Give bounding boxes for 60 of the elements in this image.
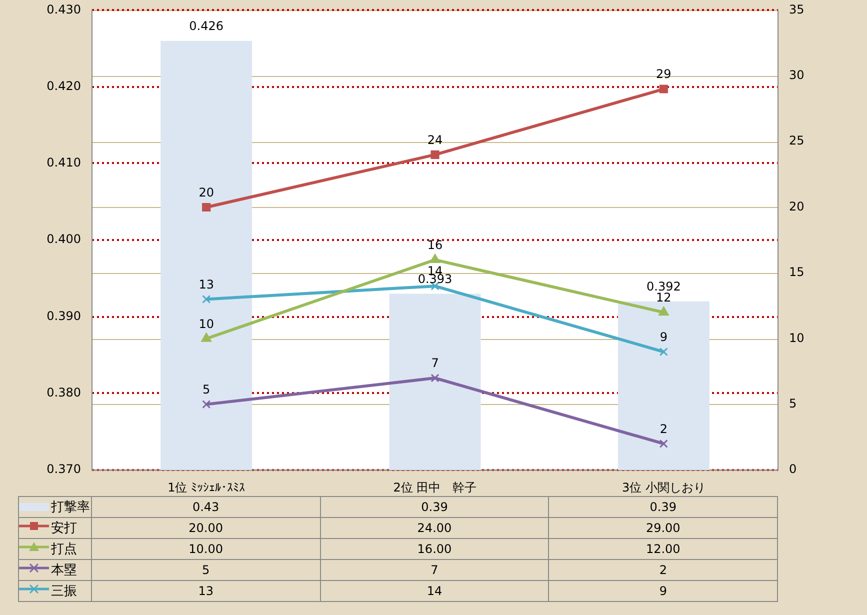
point (430, 150, 440, 159)
point (659, 84, 668, 94)
point (430, 254, 440, 264)
y-tick-label: 0.370 (46, 462, 81, 476)
data-label: 16 (427, 238, 443, 252)
text: 0.43 (92, 496, 320, 518)
annotation: 7 (431, 356, 439, 370)
data-label: 9 (548, 580, 778, 602)
y2-tick-label: 0 (789, 462, 797, 476)
data-label: 7 (320, 560, 549, 580)
text: 29.00 (548, 518, 778, 538)
text: 20.00 (92, 518, 320, 538)
data-label: 29 (656, 67, 672, 82)
text: 12.00 (548, 538, 778, 560)
x-tick-label: 3位 小関しおり (622, 480, 706, 494)
legend-label: 三振 (18, 580, 92, 602)
y-tick-label: 0.400 (46, 232, 81, 246)
text: 16.00 (320, 538, 549, 560)
point (430, 374, 440, 382)
data-label: 10 (198, 316, 214, 331)
point (202, 400, 211, 409)
text: 0.39 (320, 496, 549, 518)
data-label: 24 (427, 132, 443, 147)
point (201, 332, 212, 342)
y2-tick-label: 25 (789, 134, 804, 148)
point (659, 347, 668, 356)
data-label: 0.426 (189, 18, 224, 33)
annotation: 9 (660, 330, 668, 344)
legend-label: 打点 (18, 538, 92, 560)
y-tick-label: 0.420 (46, 78, 81, 93)
y-tick-label: 0.430 (46, 2, 81, 16)
y-tick-label: 0.390 (46, 308, 81, 323)
y2-tick-label: 30 (789, 68, 804, 82)
text: 0.39 (548, 496, 778, 518)
point (202, 294, 211, 304)
point (659, 439, 668, 448)
y2-tick-label: 10 (789, 330, 804, 345)
data-label: 2 (548, 560, 778, 580)
y2-tick-label: 35 (789, 2, 804, 16)
data-label: 5 (92, 560, 320, 580)
x-tick-label: 2位 田中 幹子 (393, 480, 477, 494)
annotation: 2 (660, 422, 668, 436)
x-tick-label: 1位 ﾐｯｼｪﾙ･ｽﾐｽ (168, 480, 246, 494)
text: 24.00 (320, 518, 549, 538)
data-label: 14 (320, 580, 549, 602)
text: 10.00 (92, 538, 320, 560)
legend-label: 安打 (18, 518, 92, 538)
data-label: 13 (92, 580, 320, 602)
legend-label: 本塁 (18, 560, 92, 580)
y-tick-label: 0.410 (46, 156, 81, 170)
y-tick-label: 0.380 (46, 385, 81, 400)
annotation: 5 (202, 382, 210, 396)
y2-tick-label: 15 (789, 265, 804, 280)
annotation: 13 (198, 277, 214, 292)
point (658, 306, 669, 316)
point (202, 202, 211, 212)
y2-tick-label: 20 (789, 199, 804, 214)
data-label: 20 (198, 185, 214, 200)
y2-tick-label: 5 (789, 396, 797, 410)
legend-label: 打撃率 (18, 496, 92, 518)
